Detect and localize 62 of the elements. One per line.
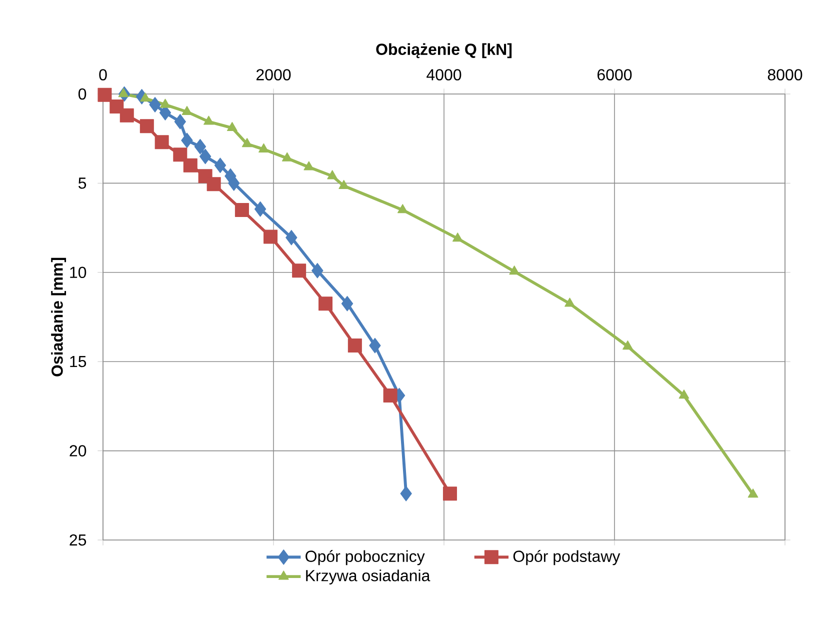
point	[327, 170, 338, 180]
point	[397, 204, 408, 214]
point	[226, 122, 238, 132]
y-tick-label: 10	[70, 266, 86, 278]
point	[98, 88, 112, 102]
point	[182, 106, 192, 115]
point	[254, 201, 266, 217]
legend-label: Opór pobocznicy	[306, 550, 425, 566]
point	[678, 390, 690, 399]
y-tick-label: 25	[70, 534, 86, 546]
x-tick-label: 4000	[426, 69, 462, 80]
point	[160, 98, 170, 108]
point	[234, 202, 249, 217]
point	[286, 230, 298, 246]
x-tick-label: 6000	[598, 69, 632, 80]
y-axis-title: Osiadanie [mm]	[51, 258, 66, 376]
point	[318, 296, 333, 311]
point	[341, 296, 354, 312]
point	[748, 488, 758, 498]
point	[154, 135, 169, 150]
point	[304, 161, 314, 170]
point	[442, 486, 457, 501]
point	[174, 114, 186, 130]
point	[173, 148, 188, 162]
point	[204, 116, 214, 125]
x-tick-label: 2000	[256, 69, 291, 80]
point	[228, 176, 240, 191]
y-tick-label: 15	[70, 356, 86, 368]
point	[509, 266, 520, 275]
point	[199, 148, 212, 164]
point	[242, 138, 252, 148]
y-tick-label: 20	[70, 445, 86, 456]
point	[149, 97, 161, 112]
point	[369, 338, 381, 354]
point	[383, 388, 398, 402]
point	[282, 152, 292, 162]
point	[400, 486, 412, 502]
point	[120, 108, 134, 122]
y-tick-label: 0	[78, 88, 86, 100]
point	[206, 177, 221, 192]
point	[292, 264, 306, 278]
point	[183, 158, 198, 172]
point	[181, 132, 193, 148]
point	[312, 262, 324, 278]
point	[118, 88, 129, 98]
point	[214, 158, 226, 174]
point	[140, 119, 154, 134]
point	[110, 99, 124, 114]
point	[452, 232, 463, 242]
point	[140, 92, 150, 102]
point	[564, 298, 575, 307]
x-tick-label: 8000	[768, 69, 802, 80]
x-axis-title: Obciążenie Q [kN]	[376, 43, 512, 58]
point	[622, 340, 633, 350]
point	[348, 338, 362, 353]
point	[194, 138, 206, 154]
y-tick-label: 5	[78, 178, 86, 189]
legend-label: Krzywa osiadania	[306, 570, 430, 584]
x-tick-label: 0	[99, 69, 107, 80]
legend-label: Opór podstawy	[513, 550, 620, 566]
point	[264, 230, 278, 244]
point	[258, 143, 269, 152]
